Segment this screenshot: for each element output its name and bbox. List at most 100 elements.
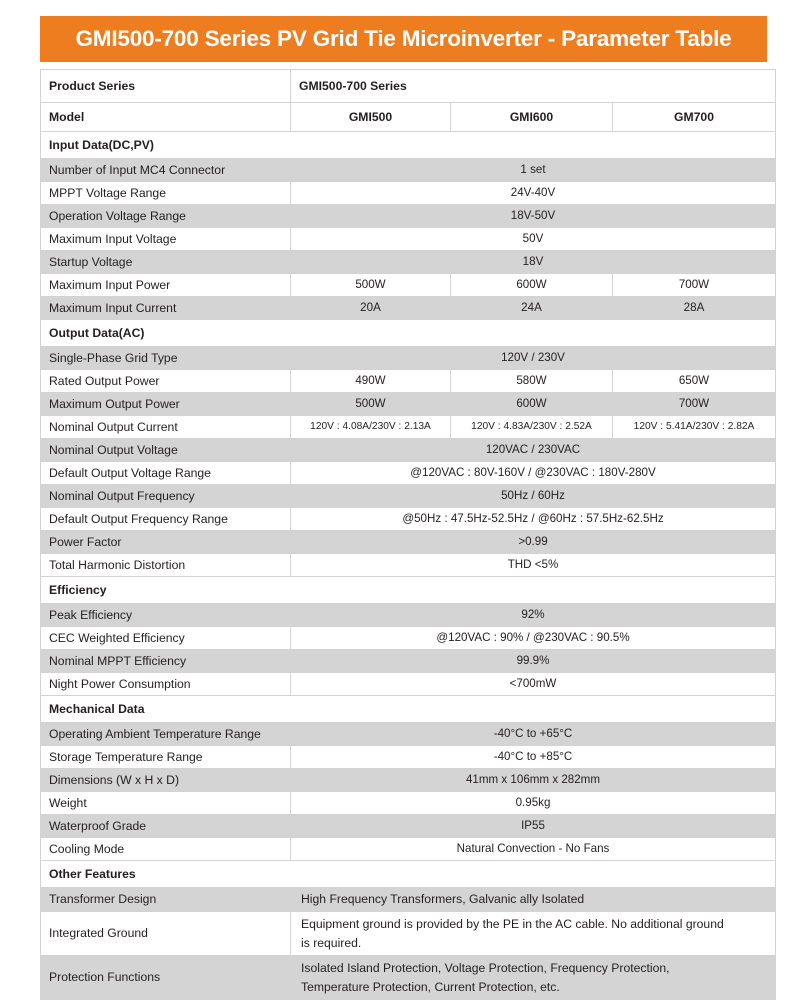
- spec-table-container: Product Series GMI500-700 Series Model GMI5…: [40, 69, 776, 1000]
- spec-label: Default Output Voltage Range: [40, 461, 291, 485]
- spec-row: Storage Temperature Range -40°C to +85°C: [40, 745, 776, 769]
- spec-value-3: 28A: [612, 296, 776, 320]
- spec-value: 120VAC / 230VAC: [290, 438, 776, 462]
- spec-label: Protection Functions: [40, 955, 291, 1000]
- spec-label: Maximum Input Voltage: [40, 227, 291, 251]
- spec-value: 0.95kg: [290, 791, 776, 815]
- spec-value-2: 120V : 4.83A/230V : 2.52A: [450, 415, 613, 439]
- spec-row: Total Harmonic Distortion THD <5%: [40, 553, 776, 577]
- spec-value: @50Hz : 47.5Hz-52.5Hz / @60Hz : 57.5Hz-6…: [290, 507, 776, 531]
- model-name-3: GM700: [612, 102, 776, 132]
- product-series-row: Product Series GMI500-700 Series: [40, 69, 776, 103]
- model-name-1: GMI500: [290, 102, 451, 132]
- section-header-row: Output Data(AC): [40, 319, 776, 347]
- spec-value: <700mW: [290, 672, 776, 696]
- model-label: Model: [40, 102, 291, 132]
- spec-value-3: 700W: [612, 392, 776, 416]
- spec-label: Nominal Output Current: [40, 415, 291, 439]
- spec-label: Cooling Mode: [40, 837, 291, 861]
- spec-value: 50Hz / 60Hz: [290, 484, 776, 508]
- spec-value: >0.99: [290, 530, 776, 554]
- model-row: Model GMI500 GMI600 GM700: [40, 102, 776, 132]
- spec-label: Rated Output Power: [40, 369, 291, 393]
- spec-value-1: 120V : 4.08A/230V : 2.13A: [290, 415, 451, 439]
- spec-row: Maximum Output Power 500W 600W 700W: [40, 392, 776, 416]
- spec-value: Natural Convection - No Fans: [290, 837, 776, 861]
- spec-value-1: 490W: [290, 369, 451, 393]
- section-title: Efficiency: [40, 576, 776, 604]
- spec-label: Transformer Design: [40, 887, 291, 912]
- value-line: Isolated Island Protection, Voltage Prot…: [301, 960, 670, 975]
- spec-label: Operation Voltage Range: [40, 204, 291, 228]
- spec-value: Equipment ground is provided by the PE i…: [290, 911, 776, 956]
- spec-value: -40°C to +85°C: [290, 745, 776, 769]
- product-series-label: Product Series: [40, 69, 291, 103]
- spec-row: Maximum Input Power 500W 600W 700W: [40, 273, 776, 297]
- spec-row: Protection Functions Isolated Island Prot…: [40, 955, 776, 1000]
- spec-row: Default Output Frequency Range @50Hz : 47…: [40, 507, 776, 531]
- spec-value-1: 500W: [290, 392, 451, 416]
- spec-row: Transformer Design High Frequency Transfo…: [40, 887, 776, 912]
- page-title: GMI500-700 Series PV Grid Tie Microinver…: [75, 26, 732, 51]
- spec-value: High Frequency Transformers, Galvanic al…: [290, 887, 776, 912]
- spec-value: Isolated Island Protection, Voltage Prot…: [290, 955, 776, 1000]
- section-header-row: Input Data(DC,PV): [40, 131, 776, 159]
- spec-value-3: 120V : 5.41A/230V : 2.82A: [612, 415, 776, 439]
- spec-label: Nominal MPPT Efficiency: [40, 649, 291, 673]
- spec-label: CEC Weighted Efficiency: [40, 626, 291, 650]
- spec-value: 24V-40V: [290, 181, 776, 205]
- spec-value-3: 700W: [612, 273, 776, 297]
- spec-label: Maximum Input Current: [40, 296, 291, 320]
- spec-label: Startup Voltage: [40, 250, 291, 274]
- spec-row: Power Factor >0.99: [40, 530, 776, 554]
- spec-value-2: 24A: [450, 296, 613, 320]
- spec-value: THD <5%: [290, 553, 776, 577]
- spec-value-1: 20A: [290, 296, 451, 320]
- section-title: Other Features: [40, 860, 776, 888]
- spec-value: @120VAC : 80V-160V / @230VAC : 180V-280V: [290, 461, 776, 485]
- spec-row: Single-Phase Grid Type 120V / 230V: [40, 346, 776, 370]
- spec-row: Cooling Mode Natural Convection - No Fans: [40, 837, 776, 861]
- spec-row: MPPT Voltage Range 24V-40V: [40, 181, 776, 205]
- spec-table: Product Series GMI500-700 Series Model GMI5…: [40, 69, 776, 1000]
- title-banner: GMI500-700 Series PV Grid Tie Microinver…: [40, 16, 767, 62]
- spec-row: Default Output Voltage Range @120VAC : 80…: [40, 461, 776, 485]
- spec-row: Startup Voltage 18V: [40, 250, 776, 274]
- spec-row: Maximum Input Voltage 50V: [40, 227, 776, 251]
- spec-label: Peak Efficiency: [40, 603, 291, 627]
- spec-value: 92%: [290, 603, 776, 627]
- spec-label: Power Factor: [40, 530, 291, 554]
- spec-label: Operating Ambient Temperature Range: [40, 722, 291, 746]
- spec-label: Nominal Output Voltage: [40, 438, 291, 462]
- spec-value: 18V-50V: [290, 204, 776, 228]
- spec-row: Waterproof Grade IP55: [40, 814, 776, 838]
- spec-row: CEC Weighted Efficiency @120VAC : 90% / @…: [40, 626, 776, 650]
- spec-row: Nominal Output Frequency 50Hz / 60Hz: [40, 484, 776, 508]
- spec-value: -40°C to +65°C: [290, 722, 776, 746]
- spec-value: 1 set: [290, 158, 776, 182]
- spec-value-2: 600W: [450, 392, 613, 416]
- spec-value-2: 600W: [450, 273, 613, 297]
- value-line: Equipment ground is provided by the PE i…: [301, 916, 724, 931]
- spec-row: Nominal Output Voltage 120VAC / 230VAC: [40, 438, 776, 462]
- spec-label: Waterproof Grade: [40, 814, 291, 838]
- spec-label: Weight: [40, 791, 291, 815]
- product-series-value: GMI500-700 Series: [290, 69, 776, 103]
- section-header-row: Other Features: [40, 860, 776, 888]
- spec-row: Dimensions (W x H x D) 41mm x 106mm x 282…: [40, 768, 776, 792]
- section-title: Input Data(DC,PV): [40, 131, 776, 159]
- spec-row: Nominal MPPT Efficiency 99.9%: [40, 649, 776, 673]
- spec-label: Dimensions (W x H x D): [40, 768, 291, 792]
- spec-row: Operating Ambient Temperature Range -40°C…: [40, 722, 776, 746]
- spec-value: @120VAC : 90% / @230VAC : 90.5%: [290, 626, 776, 650]
- spec-label: Number of Input MC4 Connector: [40, 158, 291, 182]
- spec-value: IP55: [290, 814, 776, 838]
- spec-value-3: 650W: [612, 369, 776, 393]
- spec-value: 41mm x 106mm x 282mm: [290, 768, 776, 792]
- spec-row: Nominal Output Current 120V : 4.08A/230V …: [40, 415, 776, 439]
- spec-label: Total Harmonic Distortion: [40, 553, 291, 577]
- section-header-row: Mechanical Data: [40, 695, 776, 723]
- spec-value: 120V / 230V: [290, 346, 776, 370]
- spec-value: 99.9%: [290, 649, 776, 673]
- value-line: Temperature Protection, Current Protecti…: [301, 979, 560, 994]
